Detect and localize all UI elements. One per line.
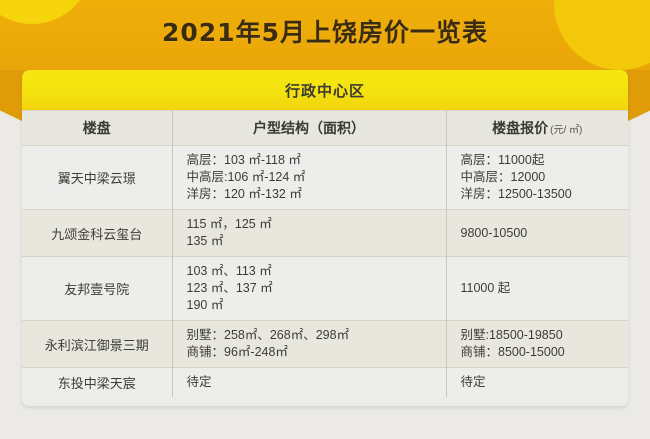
column-header-price-unit: (元/ ㎡): [550, 125, 583, 136]
column-header-price: 楼盘报价 (元/ ㎡): [446, 110, 628, 146]
cell-price-line: 别墅:18500-19850: [460, 328, 563, 342]
cell-price: 高层：11000起 中高层：12000 洋房：12500-13500: [446, 145, 628, 210]
table-row: 东投中梁天宸 待定 待定: [22, 367, 628, 397]
cell-project-name: 友邦壹号院: [22, 256, 173, 321]
column-header-name: 楼盘: [22, 110, 173, 146]
cell-unit-spec: 别墅：258㎡、268㎡、298㎡ 商铺：96㎡-248㎡: [172, 320, 447, 368]
column-header-spec: 户型结构（面积）: [172, 110, 447, 146]
cell-unit-spec-line: 103 ㎡、113 ㎡: [186, 264, 272, 278]
table-row: 九颂金科云玺台 115 ㎡，125 ㎡ 135 ㎡ 9800-10500: [22, 209, 628, 257]
cell-unit-spec-line: 待定: [186, 375, 212, 389]
cell-unit-spec: 待定: [172, 367, 447, 397]
ribbon-fold-left: [0, 70, 24, 122]
cell-price: 别墅:18500-19850 商铺：8500-15000: [446, 320, 628, 368]
table-header-row: 楼盘 户型结构（面积） 楼盘报价 (元/ ㎡): [22, 110, 628, 146]
cell-price-line: 11000 起: [460, 281, 511, 295]
cell-price-line: 9800-10500: [460, 225, 528, 240]
section-header-band: 行政中心区: [22, 70, 628, 110]
cell-price-line: 高层：11000起: [460, 153, 545, 167]
header-banner: 2021年5月上饶房价一览表: [0, 0, 650, 72]
table-row: 永利滨江御景三期 别墅：258㎡、268㎡、298㎡ 商铺：96㎡-248㎡ 别墅:1…: [22, 320, 628, 368]
cell-price-line: 待定: [460, 375, 486, 389]
cell-price-line: 洋房：12500-13500: [460, 187, 572, 201]
cell-unit-spec-line: 中高层:106 ㎡-124 ㎡: [186, 170, 306, 184]
price-table: 楼盘 户型结构（面积） 楼盘报价 (元/ ㎡) 翼天中梁云璟 高层：103 ㎡-11…: [22, 110, 628, 397]
ribbon-fold-right: [626, 70, 650, 122]
cell-project-name: 东投中梁天宸: [22, 367, 173, 397]
cell-price: 11000 起: [446, 256, 628, 321]
cell-unit-spec: 103 ㎡、113 ㎡ 123 ㎡、137 ㎡ 190 ㎡: [172, 256, 447, 321]
table-header: 楼盘 户型结构（面积） 楼盘报价 (元/ ㎡): [22, 110, 628, 146]
cell-unit-spec-line: 190 ㎡: [186, 298, 224, 312]
poster-title: 2021年5月上饶房价一览表: [162, 18, 488, 47]
table-row: 友邦壹号院 103 ㎡、113 ㎡ 123 ㎡、137 ㎡ 190 ㎡ 11000 起: [22, 256, 628, 321]
cell-unit-spec-line: 115 ㎡，125 ㎡: [186, 217, 272, 231]
cell-unit-spec-line: 别墅：258㎡、268㎡、298㎡: [186, 328, 350, 342]
cell-price-line: 商铺：8500-15000: [460, 345, 565, 359]
section-title: 行政中心区: [284, 82, 365, 100]
cell-unit-spec: 115 ㎡，125 ㎡ 135 ㎡: [172, 209, 447, 257]
cell-unit-spec-line: 洋房：120 ㎡-132 ㎡: [186, 187, 302, 201]
cell-project-name: 永利滨江御景三期: [22, 320, 173, 368]
cell-unit-spec-line: 135 ㎡: [186, 234, 224, 248]
cell-unit-spec-line: 123 ㎡、137 ㎡: [186, 281, 273, 295]
column-header-price-label: 楼盘报价: [492, 120, 549, 136]
cell-price: 9800-10500: [446, 209, 628, 257]
cell-price: 待定: [446, 367, 628, 397]
cell-project-name: 翼天中梁云璟: [22, 145, 173, 210]
cell-unit-spec-line: 商铺：96㎡-248㎡: [186, 345, 288, 359]
table-card: 行政中心区 楼盘 户型结构（面积） 楼盘报价 (元/ ㎡) 翼天中梁云璟 高层：10…: [22, 70, 628, 406]
cell-unit-spec-line: 高层：103 ㎡-118 ㎡: [186, 153, 301, 167]
cell-project-name: 九颂金科云玺台: [22, 209, 173, 257]
cell-price-line: 中高层：12000: [460, 170, 546, 184]
